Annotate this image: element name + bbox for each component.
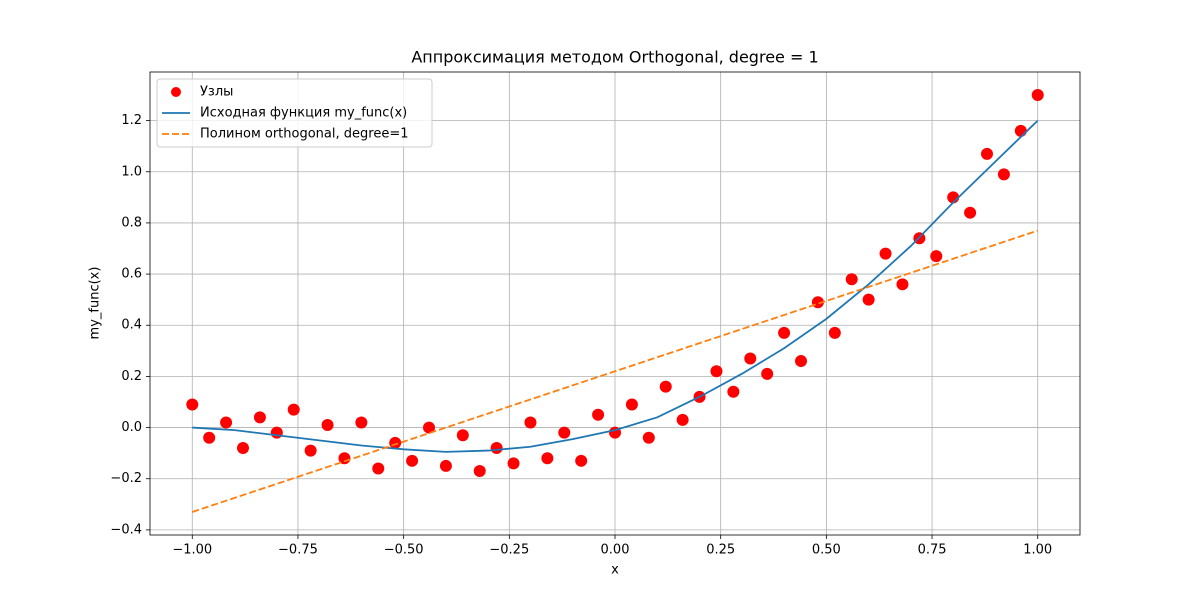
y-tick-label: 0.8 [121,215,142,230]
data-point [558,426,571,439]
y-tick-label: 0.6 [121,267,142,282]
y-tick-label: −0.4 [110,522,142,537]
data-point [186,398,199,411]
y-tick-label: 0.4 [121,318,142,333]
plot-area [186,89,1044,513]
data-point [287,403,300,416]
data-point [423,421,435,434]
data-point [997,168,1010,181]
data-point [659,380,672,393]
data-point [828,326,841,339]
data-point [406,454,419,467]
data-point [456,429,469,442]
data-point [930,250,943,263]
data-point [575,454,588,467]
legend-label: Полином orthogonal, degree=1 [200,127,408,142]
y-tick-label: 0.0 [121,420,142,435]
data-point [355,416,368,429]
legend: Узлы Исходная функция my_func(x) Полином o… [156,78,433,148]
data-point [1031,89,1044,102]
x-axis-label: x [611,563,619,578]
y-tick-label: 0.2 [121,369,142,384]
x-tick-label: −0.75 [278,543,318,558]
data-point [676,413,689,426]
x-tick-label: −0.25 [489,543,529,558]
data-point [592,408,605,421]
data-point [507,457,520,470]
data-point [389,436,402,449]
y-tick-label: 1.0 [121,164,142,179]
y-tick-label: −0.2 [110,471,142,486]
data-point [795,355,807,368]
y-axis-label: my_func(x) [88,267,103,340]
data-point [625,398,638,411]
line [191,229,1039,513]
data-point [642,431,655,444]
x-tick-label: 0.75 [918,543,947,558]
data-point [761,367,774,380]
data-point [896,278,909,291]
x-tick-label: 0.25 [706,543,735,558]
data-point [778,326,791,339]
legend-marker [171,87,181,97]
x-tick-label: 1.00 [1023,543,1052,558]
axes-frame [149,71,1081,536]
data-point [237,442,249,455]
data-point [439,459,452,472]
line [192,119,1039,453]
y-tick-label: 1.2 [121,113,142,128]
data-point [862,293,875,306]
data-point [727,385,740,398]
data-point [304,444,317,457]
x-tick-label: −0.50 [384,543,424,558]
data-point [253,411,266,424]
x-tick-label: 0.50 [812,543,841,558]
data-point [490,442,503,455]
data-point [744,352,757,365]
chart-title: Аппроксимация методом Orthogonal, degree… [411,48,818,67]
data-point [541,452,554,465]
data-point [270,426,283,439]
legend-box [156,78,433,148]
data-point [879,247,892,260]
data-point [372,462,385,475]
legend-label: Исходная функция my_func(x) [200,106,407,121]
data-point [710,365,723,378]
data-point [981,147,993,160]
legend-label: Узлы [200,85,233,100]
data-point [845,273,858,286]
data-point [964,206,977,219]
data-point [220,416,233,429]
data-point [1014,124,1027,137]
x-tick-label: −1.00 [172,543,212,558]
data-point [203,431,216,444]
data-point [524,416,537,429]
data-point [473,465,486,478]
data-point [321,419,334,432]
x-tick-label: 0.00 [601,543,630,558]
